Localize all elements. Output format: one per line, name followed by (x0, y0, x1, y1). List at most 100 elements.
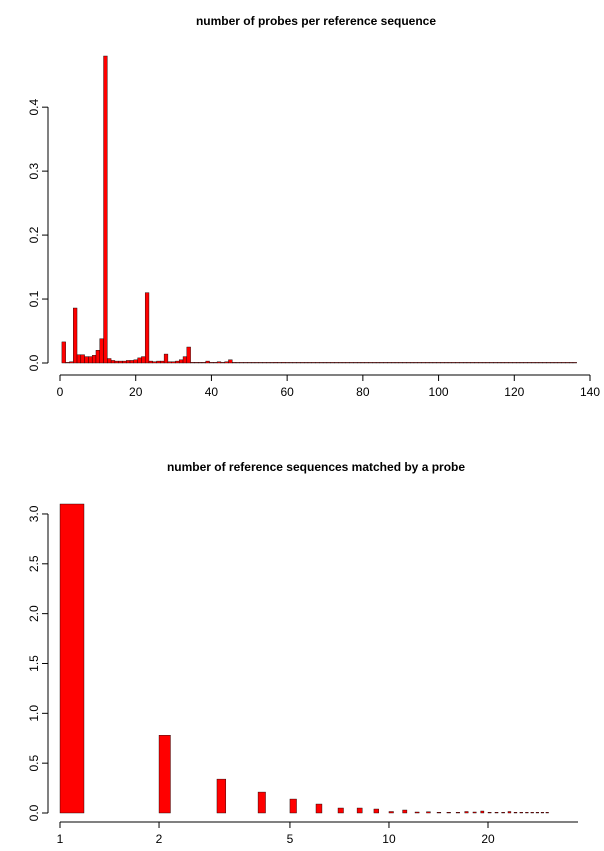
chart1-bar (175, 360, 180, 364)
chart1-bar (61, 341, 66, 364)
chart1-bar (277, 362, 282, 364)
chart1-bar (235, 362, 241, 364)
chart1-bar (428, 362, 434, 364)
chart1-bar (76, 354, 82, 364)
chart1-bar (379, 362, 384, 364)
chart1-bar (307, 362, 312, 364)
chart2-bar (464, 811, 469, 814)
chart1-bar (489, 362, 494, 364)
chart1-bar (493, 362, 498, 364)
chart1-bar (103, 55, 108, 364)
chart2-y-tick-label: 1.5 (27, 655, 41, 672)
chart1-bar (523, 362, 528, 364)
chart2-x-tick-label: 20 (481, 832, 495, 846)
chart1-x-tick-label: 60 (280, 385, 294, 399)
chart1-bar (319, 362, 324, 364)
chart1-bar (186, 346, 191, 364)
chart1-bar (80, 354, 85, 364)
chart1-bar (171, 361, 176, 364)
chart2-bar (501, 812, 505, 814)
chart1-bar (481, 362, 487, 364)
chart1-bar (205, 360, 210, 364)
chart1-bar (402, 362, 407, 364)
chart1-bar (413, 362, 418, 364)
chart1-bar (65, 362, 70, 364)
chart1-bar (425, 362, 430, 364)
chart1-bar (565, 362, 570, 364)
chart1-x-axis: 0 20 40 60 80 100 120 140 (57, 374, 600, 399)
chart1-bar (182, 356, 188, 364)
chart2-title: number of reference sequences matched by… (167, 460, 465, 474)
chart1-bar (470, 362, 475, 364)
chart1-bar (114, 360, 119, 364)
chart1-bar (534, 362, 540, 364)
chart1-bar (296, 362, 301, 364)
chart2-bar (545, 812, 549, 814)
chart2-y-axis: 0.0 0.5 1.0 1.5 2.0 2.5 3.0 (27, 505, 49, 821)
chart1-bar (213, 362, 218, 364)
chart2-x-axis: 1 2 5 10 20 (57, 821, 578, 846)
chart1-bar (364, 362, 369, 364)
chart1-bar (447, 362, 453, 364)
chart1-bar (440, 362, 445, 364)
chart1-bar (216, 361, 222, 364)
chart1-bar (254, 362, 259, 364)
chart1-bar (387, 362, 392, 364)
chart1-bar (209, 362, 214, 364)
chart1-bar (485, 362, 490, 364)
chart1-bar (118, 360, 123, 364)
histogram-probes-per-reference: number of probes per reference sequence … (27, 14, 600, 399)
chart1-bar (546, 362, 551, 364)
chart1-bar (474, 362, 479, 364)
chart1-bar (394, 362, 400, 364)
chart1-bar (515, 362, 521, 364)
chart1-bar (269, 362, 275, 364)
chart1-bar (99, 338, 104, 364)
chart1-bar (262, 362, 267, 364)
chart1-y-tick-label: 0.0 (27, 354, 41, 371)
chart1-bar (349, 362, 354, 364)
chart1-bar (353, 362, 358, 364)
chart1-bar (334, 362, 339, 364)
chart1-bar (572, 362, 577, 364)
chart1-bar (197, 362, 203, 364)
chart1-bar (137, 357, 142, 364)
chart2-x-tick-label: 1 (57, 832, 64, 846)
chart1-bar (345, 362, 350, 364)
chart2-bar (216, 778, 227, 814)
chart1-y-tick-label: 0.2 (27, 226, 41, 243)
chart1-bar (568, 362, 574, 364)
chart1-bar (432, 362, 437, 364)
chart1-bar (417, 362, 422, 364)
chart2-bar (59, 503, 85, 814)
chart1-bar (179, 359, 184, 364)
chart1-bar (436, 362, 441, 364)
chart1-y-tick-label: 0.4 (27, 99, 41, 116)
chart2-bar (426, 811, 431, 814)
chart1-bar (553, 362, 559, 364)
chart2-bar (402, 809, 408, 814)
chart1-bar (201, 362, 206, 364)
chart1-bar (273, 362, 278, 364)
chart1-bar (194, 362, 199, 364)
chart1-bar (190, 362, 195, 364)
chart2-x-tick-label: 5 (287, 832, 294, 846)
chart1-bar (356, 362, 362, 364)
chart1-bar (266, 362, 271, 364)
chart1-bar (459, 362, 464, 364)
chart1-bar (95, 350, 100, 364)
chart1-bar (258, 362, 263, 364)
chart1-x-tick-label: 140 (580, 385, 600, 399)
chart2-bar (525, 812, 529, 814)
chart1-bar (557, 362, 562, 364)
chart1-bar (466, 362, 471, 364)
chart1-bar (538, 362, 543, 364)
chart2-bar (480, 810, 485, 814)
chart2-bar (158, 735, 171, 814)
chart1-bar (163, 353, 169, 364)
chart1-bar (156, 360, 161, 364)
chart1-bar (292, 362, 297, 364)
chart2-bar (337, 807, 344, 814)
chart1-bar (91, 355, 97, 364)
